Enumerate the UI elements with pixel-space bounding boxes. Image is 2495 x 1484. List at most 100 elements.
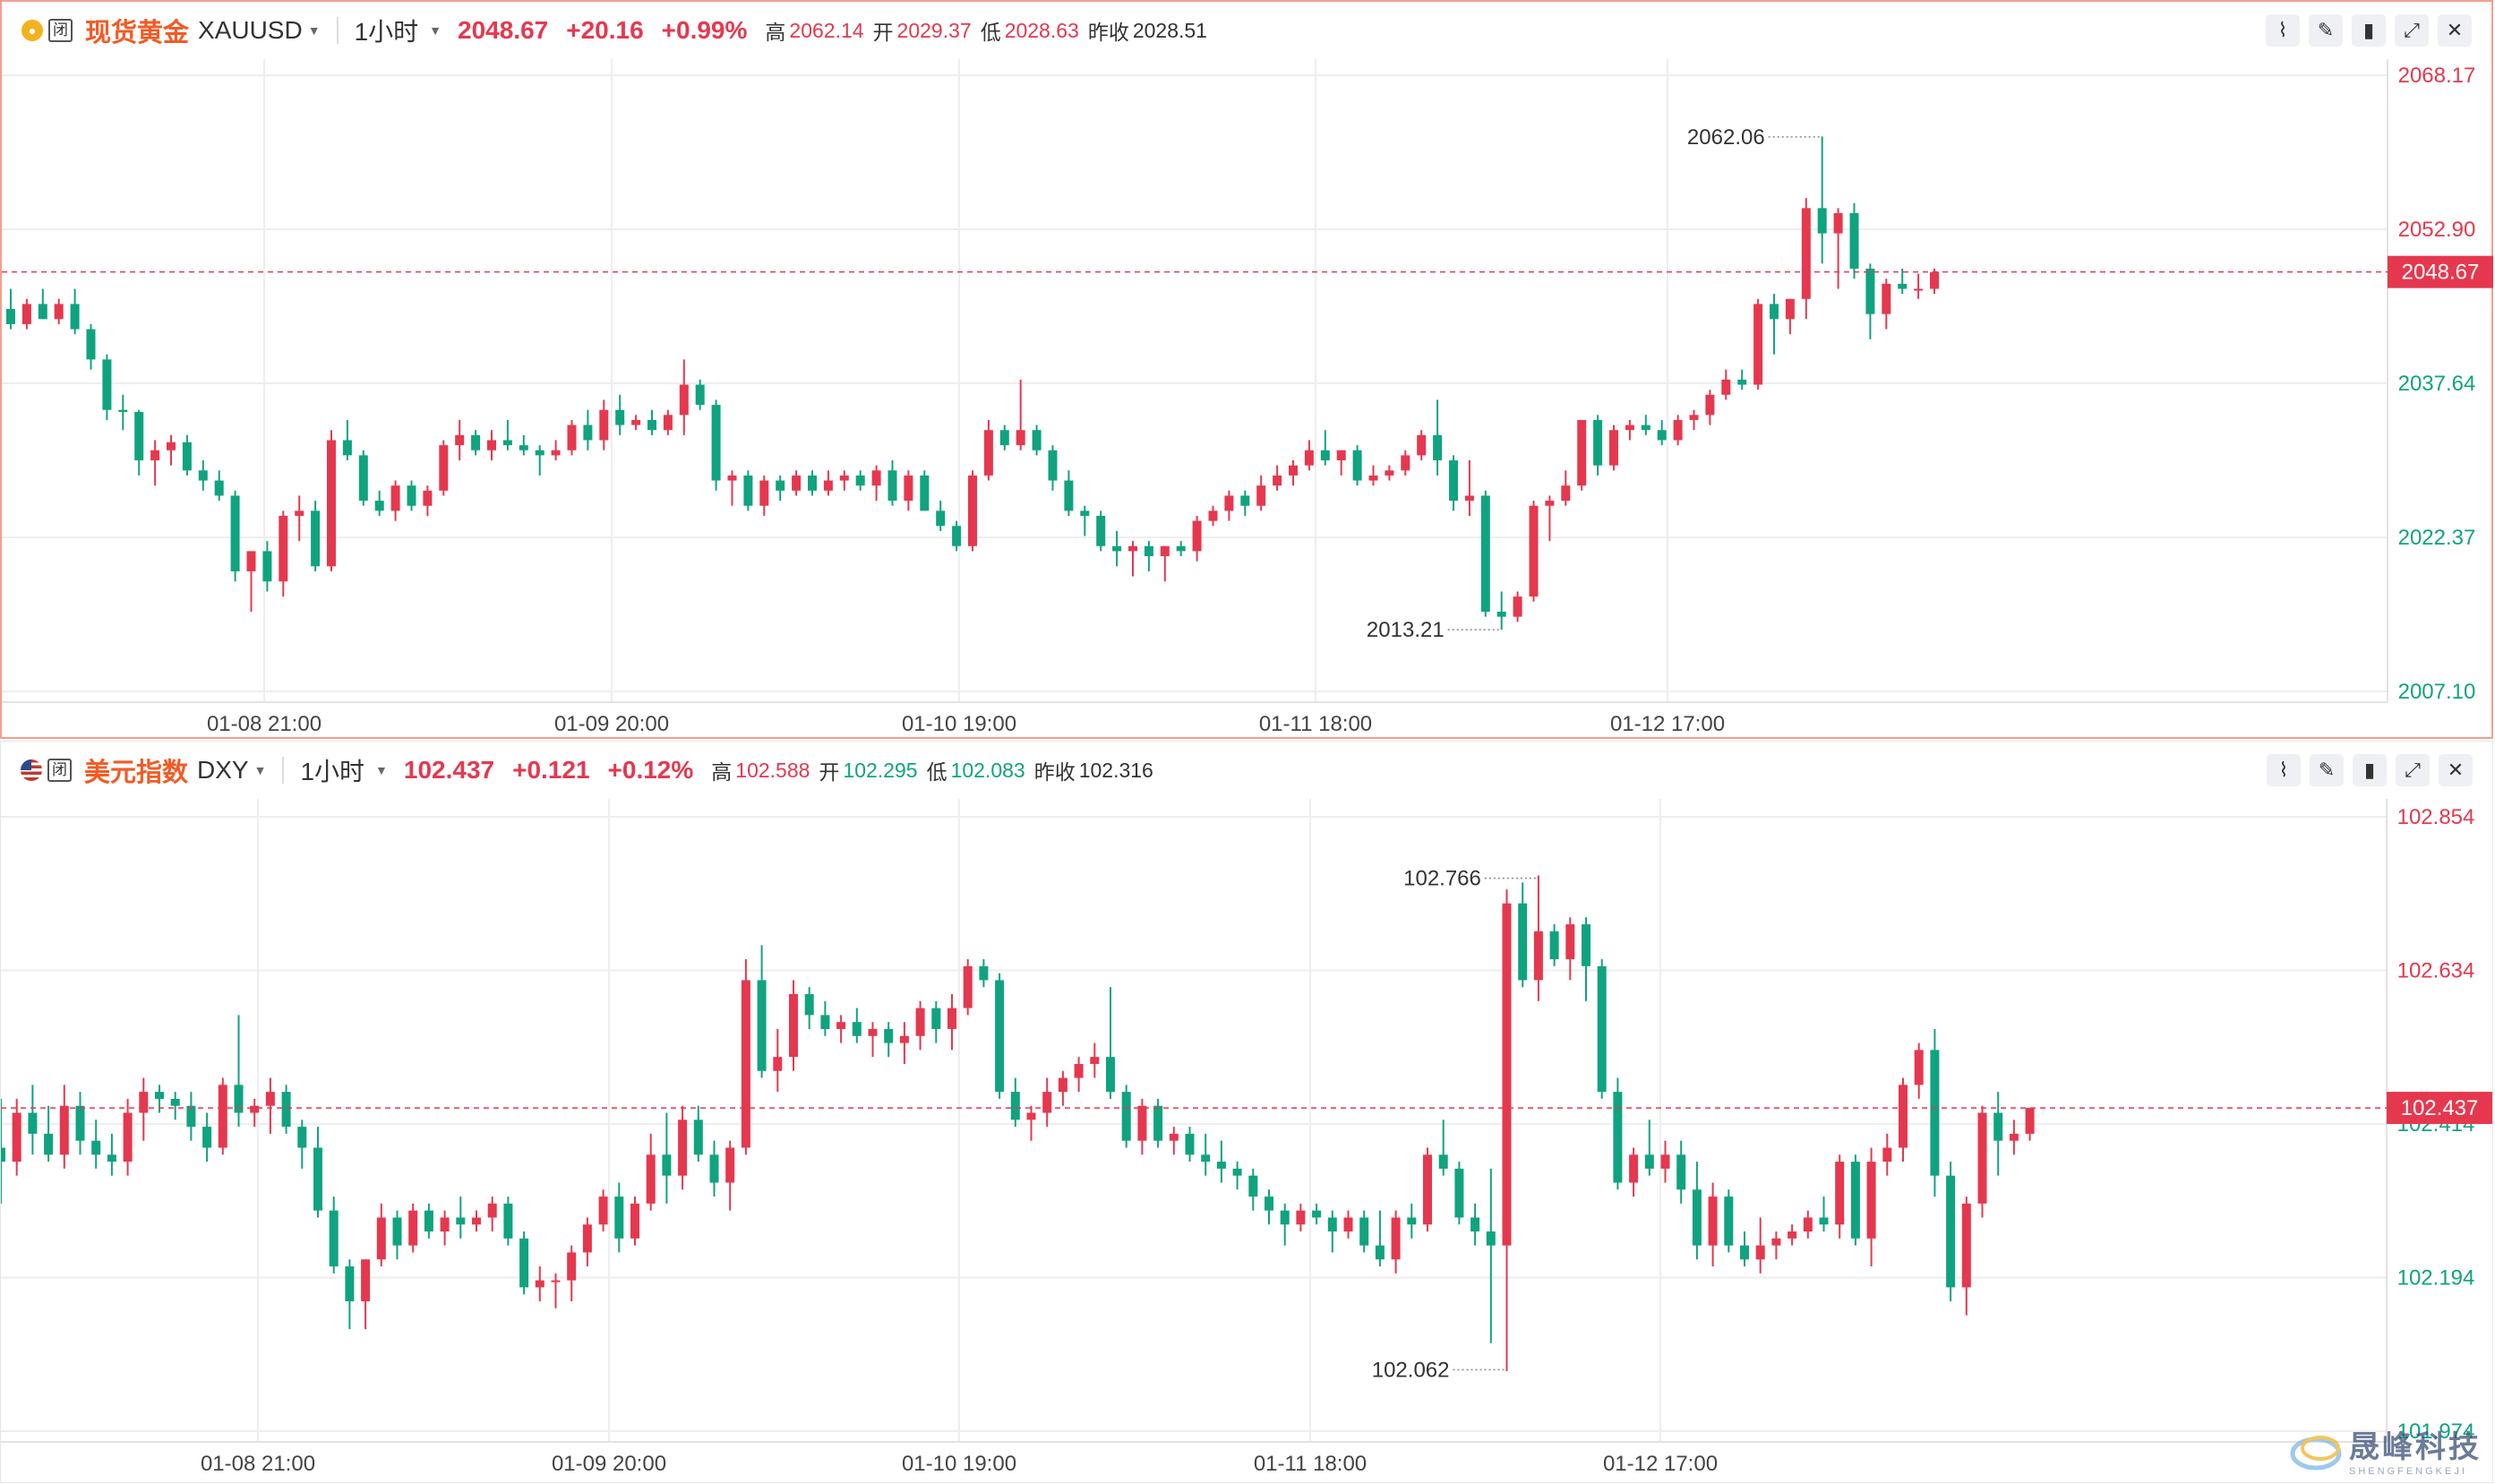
candle-body bbox=[583, 425, 593, 441]
symbol-selector[interactable]: XAUUSD bbox=[198, 16, 303, 44]
divider bbox=[336, 17, 339, 44]
candle-type-icon[interactable]: ▮ bbox=[2352, 14, 2386, 47]
candle bbox=[1561, 470, 1571, 506]
candle bbox=[295, 495, 304, 542]
candle bbox=[28, 1085, 38, 1155]
candle bbox=[1993, 1092, 2003, 1176]
candle bbox=[884, 1022, 894, 1058]
us-flag-icon bbox=[21, 759, 42, 781]
candle-body bbox=[1438, 1154, 1448, 1169]
candle bbox=[1248, 1168, 1258, 1211]
draw-icon[interactable]: ✎ bbox=[2310, 754, 2344, 786]
candle bbox=[1771, 1231, 1781, 1260]
candle-body bbox=[1513, 596, 1522, 617]
interval-selector[interactable]: 1小时 bbox=[300, 758, 365, 785]
candle-body bbox=[709, 1154, 719, 1183]
candle-body bbox=[1343, 1217, 1353, 1232]
max-annotation: 2062.06 bbox=[1687, 125, 1765, 150]
candle-body bbox=[1898, 283, 1908, 289]
candle bbox=[342, 419, 352, 461]
candle bbox=[265, 1077, 275, 1134]
candle-body bbox=[139, 1092, 149, 1113]
candle-body bbox=[1160, 545, 1170, 557]
candle-body bbox=[646, 1154, 656, 1204]
candle bbox=[44, 1105, 54, 1162]
fullscreen-icon[interactable]: ⤢ bbox=[2395, 14, 2429, 47]
candle-type-icon[interactable]: ▮ bbox=[2353, 754, 2387, 786]
max-annotation: 102.766 bbox=[1403, 867, 1481, 891]
candle bbox=[1201, 1133, 1211, 1176]
candle bbox=[281, 1085, 291, 1134]
candle bbox=[311, 501, 321, 571]
candle bbox=[327, 430, 336, 571]
candle bbox=[408, 1203, 418, 1253]
prev-close-value: 102.316 bbox=[1078, 758, 1153, 782]
candle-body bbox=[1304, 450, 1314, 466]
candle bbox=[1835, 1154, 1845, 1239]
instrument-name: 现货黄金 bbox=[85, 19, 190, 47]
open-value: 102.295 bbox=[843, 758, 918, 782]
candle-body bbox=[1740, 1245, 1749, 1260]
candle-body bbox=[904, 475, 913, 502]
gold-candlestick-chart[interactable]: 2068.17 2052.90 2037.64 2022.37 2007.10 01-08… bbox=[2, 59, 2493, 741]
candle-body bbox=[21, 304, 31, 324]
candle bbox=[551, 440, 561, 461]
x-tick-label: 01-09 20:00 bbox=[552, 1452, 666, 1476]
chevron-down-icon[interactable]: ▼ bbox=[375, 763, 388, 777]
candle-body bbox=[1296, 1210, 1306, 1225]
candle bbox=[6, 288, 15, 330]
candle bbox=[392, 1210, 402, 1260]
candle-body bbox=[1914, 288, 1924, 291]
candle bbox=[167, 434, 176, 466]
candle-body bbox=[1016, 430, 1025, 446]
candle bbox=[709, 1140, 719, 1197]
candle-body bbox=[502, 440, 512, 446]
candle-body bbox=[789, 994, 798, 1058]
candle bbox=[679, 359, 689, 435]
candle bbox=[424, 1203, 433, 1239]
candle-body bbox=[899, 1035, 909, 1043]
candle bbox=[21, 298, 31, 330]
candle-body bbox=[1224, 495, 1234, 511]
candle bbox=[1449, 455, 1458, 511]
symbol-selector[interactable]: DXY bbox=[197, 756, 249, 784]
chevron-down-icon[interactable]: ▼ bbox=[253, 763, 267, 777]
indicator-icon[interactable]: ⌇ bbox=[2267, 754, 2301, 786]
candle-body bbox=[86, 329, 96, 360]
chevron-down-icon[interactable]: ▼ bbox=[429, 23, 442, 38]
draw-icon[interactable]: ✎ bbox=[2309, 14, 2343, 47]
candle-body bbox=[250, 1105, 260, 1113]
candle bbox=[1042, 1077, 1052, 1128]
candle bbox=[123, 1098, 133, 1176]
candle-body bbox=[615, 409, 625, 425]
x-tick-label: 01-08 21:00 bbox=[201, 1452, 315, 1476]
candle-body bbox=[551, 1280, 561, 1282]
candle-body bbox=[887, 470, 897, 502]
price-change-pct: +0.99% bbox=[661, 16, 748, 44]
open-value: 2029.37 bbox=[896, 18, 972, 42]
candle bbox=[1090, 1042, 1100, 1078]
watermark-subtext: SHENGFENGKEJI bbox=[2349, 1466, 2467, 1477]
fullscreen-icon[interactable]: ⤢ bbox=[2396, 754, 2430, 786]
price-change: +0.121 bbox=[512, 756, 590, 784]
dxy-candlestick-chart[interactable]: 102.854102.634102.414102.194101.97401-08… bbox=[1, 799, 2492, 1484]
close-icon[interactable]: ✕ bbox=[2438, 14, 2472, 47]
candle-body bbox=[1676, 1154, 1686, 1190]
candle bbox=[599, 399, 609, 450]
indicator-icon[interactable]: ⌇ bbox=[2266, 14, 2300, 47]
candle-body bbox=[439, 445, 449, 491]
candle-body bbox=[823, 480, 833, 491]
interval-selector[interactable]: 1小时 bbox=[354, 18, 419, 46]
candle-body bbox=[1788, 1231, 1797, 1239]
candle-body bbox=[1613, 1092, 1623, 1183]
candle-body bbox=[1240, 495, 1250, 506]
candle bbox=[789, 980, 798, 1071]
candle-body bbox=[408, 1210, 418, 1246]
candle bbox=[1533, 875, 1543, 1001]
candle bbox=[1496, 591, 1506, 630]
low-label: 低 bbox=[980, 21, 1001, 44]
candle-body bbox=[1660, 1154, 1670, 1169]
close-icon[interactable]: ✕ bbox=[2439, 754, 2473, 786]
chevron-down-icon[interactable]: ▼ bbox=[307, 23, 321, 38]
candle-body bbox=[1128, 545, 1137, 552]
